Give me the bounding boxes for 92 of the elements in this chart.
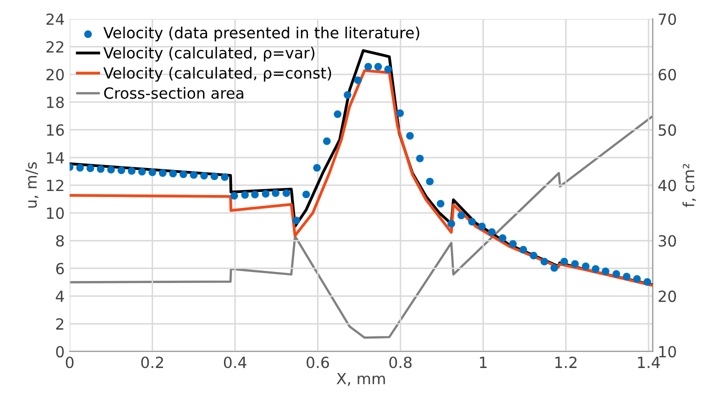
point [406, 132, 414, 140]
point [364, 62, 372, 70]
point [220, 173, 229, 181]
line-series [70, 116, 653, 339]
legend-label: Cross-section area [104, 87, 244, 99]
point [478, 222, 486, 230]
point [374, 62, 382, 70]
point [180, 170, 188, 178]
x-tick-label: 1 [480, 356, 487, 368]
point [633, 275, 641, 283]
point [292, 216, 300, 224]
point [210, 172, 218, 180]
point [550, 264, 558, 272]
point [457, 212, 466, 220]
point [128, 167, 136, 175]
y-tick-label: 12 [47, 180, 64, 192]
point [118, 166, 126, 174]
y-axis-title: u, m/s [26, 162, 38, 208]
x-tick-label: 0.8 [389, 356, 412, 368]
point [302, 190, 310, 198]
point [272, 189, 280, 197]
point [622, 272, 630, 280]
point [448, 220, 456, 228]
point [169, 170, 177, 178]
y-tick-label: 18 [47, 96, 64, 108]
point [540, 258, 548, 266]
y2-tick-label: 50 [658, 124, 676, 136]
point [582, 262, 590, 270]
y2-tick-label: 60 [658, 68, 676, 80]
y-tick-label: 16 [47, 124, 64, 136]
point [76, 164, 84, 172]
point [396, 109, 404, 117]
point [354, 76, 362, 84]
point [251, 190, 259, 198]
x-tick-label: 0.6 [306, 356, 329, 368]
point [200, 172, 208, 180]
y-tick-label: 4 [56, 290, 64, 302]
point [262, 190, 270, 198]
x-axis-title: X, mm [336, 372, 385, 386]
y-tick-label: 6 [56, 262, 64, 274]
point [334, 110, 342, 118]
x-tick-label: 0.2 [141, 356, 163, 368]
legend-label: Velocity (calculated, ρ=const) [103, 66, 332, 82]
point [344, 91, 352, 99]
point [560, 258, 568, 266]
legend-label: Velocity (calculated, ρ=var) [103, 46, 314, 62]
point [282, 189, 290, 197]
y-tick-label: 8 [56, 235, 64, 247]
point [96, 165, 104, 173]
y2-tick-label: 20 [658, 290, 676, 302]
x-tick-label: 0 [66, 356, 74, 368]
point [313, 164, 321, 172]
point [138, 168, 146, 176]
point [530, 252, 538, 260]
point [86, 164, 94, 172]
point [612, 270, 620, 278]
point [158, 169, 167, 177]
point [190, 171, 198, 179]
point [519, 246, 528, 254]
y-tick-label: 0 [56, 346, 64, 358]
point [107, 166, 115, 174]
y2-tick-label: 30 [658, 235, 676, 247]
point [426, 178, 434, 186]
point [602, 267, 610, 276]
x-tick-label: 1.4 [638, 356, 660, 368]
y-tick-label: 2 [56, 318, 64, 330]
x-tick-label: 0.4 [224, 356, 246, 368]
point [644, 278, 652, 286]
y-tick-label: 10 [47, 207, 64, 219]
y-tick-label: 20 [46, 68, 64, 80]
point [230, 192, 238, 200]
y-tick-label: 14 [47, 152, 64, 164]
y2-axis-title: f, cm² [682, 164, 696, 208]
y2-tick-label: 70 [658, 13, 676, 26]
point [241, 191, 249, 199]
point [416, 154, 424, 162]
y-tick-label: 24 [46, 13, 64, 25]
legend-label: Velocity (data presented in the literature) [103, 26, 420, 42]
point [509, 240, 517, 248]
point [148, 168, 156, 176]
point [592, 265, 600, 273]
y2-tick-label: 10 [659, 346, 676, 358]
point [498, 234, 506, 242]
y2-tick-label: 40 [658, 180, 676, 192]
point [468, 218, 476, 226]
x-tick-label: 1.2 [555, 356, 576, 368]
point [323, 137, 331, 145]
y-tick-label: 22 [46, 41, 64, 52]
point [488, 228, 496, 236]
point [571, 260, 579, 268]
point [384, 65, 392, 74]
point [436, 200, 444, 208]
